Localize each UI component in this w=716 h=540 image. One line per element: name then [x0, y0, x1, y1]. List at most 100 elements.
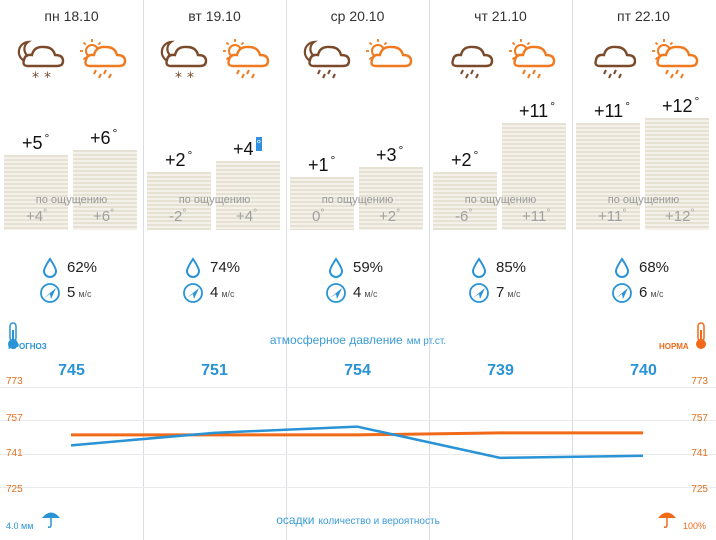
svg-text:*: *: [44, 70, 51, 86]
day-label: ср 20.10: [330, 8, 385, 24]
wind-row: 6 м/с: [572, 282, 715, 304]
sun-cloud-rain-icon: [219, 36, 271, 86]
pressure-section-title: атмосферное давление мм рт.ст.: [269, 333, 447, 347]
day-column-background: [143, 0, 286, 540]
umbrella-icon-orange: [658, 512, 676, 528]
night-temp: +11 °: [594, 99, 631, 121]
wind-direction-icon: [325, 282, 346, 304]
day-column[interactable]: ср 20.10 +1 ° +3 ° по ощущению 0° +2° 59% …: [286, 0, 429, 540]
night-temp: +5 °: [22, 131, 50, 153]
temperature-bars: +2 ° +4 ° по ощущению -2° +4°: [143, 100, 286, 230]
legend-norm: НОРМА: [659, 342, 689, 351]
day-column[interactable]: пт 22.10 +11 ° +12 ° по ощущению +11° +12°…: [572, 0, 715, 540]
night-temp-bar: [147, 172, 211, 230]
day-feels-like: +12°: [665, 208, 695, 225]
droplet-icon: [326, 257, 346, 279]
grid-line: [0, 454, 716, 455]
sun-cloud-rain-icon: [648, 36, 700, 86]
legend-forecast: ПРОГНОЗ: [8, 342, 47, 351]
day-temp-bar: [216, 161, 280, 230]
svg-text:*: *: [175, 70, 182, 86]
temperature-bars: +1 ° +3 ° по ощущению 0° +2°: [286, 100, 429, 230]
day-column[interactable]: чт 21.10 +2 ° +11 ° по ощущению -6° +11° 8…: [429, 0, 572, 540]
day-column-background: [286, 0, 429, 540]
wind-direction-icon: [39, 282, 60, 304]
humidity-row: 74%: [143, 257, 286, 279]
night-temp-bar: [433, 172, 497, 230]
axis-tick-right: 757: [691, 413, 708, 424]
grid-line: [0, 487, 716, 488]
night-feels-like: +11°: [598, 208, 627, 225]
droplet-icon: [612, 257, 632, 279]
thermometer-icon-orange: [696, 322, 706, 349]
selected-degree: °: [255, 137, 263, 151]
wind-value: 4 м/с: [353, 284, 378, 301]
temperature-bars: +5 ° +6 ° по ощущению +4° +6°: [0, 100, 143, 230]
wind-row: 5 м/с: [0, 282, 143, 304]
humidity-value: 74%: [210, 259, 241, 276]
humidity-row: 59%: [286, 257, 429, 279]
day-temp-bar: [645, 118, 709, 230]
day-temp-bar: [359, 167, 423, 230]
pressure-value: 751: [201, 362, 228, 379]
night-feels-like: -6°: [455, 208, 473, 225]
precip-probability: 100%: [683, 521, 707, 531]
feels-like-label: по ощущению: [178, 194, 251, 206]
day-temp-bar: [502, 123, 566, 230]
droplet-icon: [469, 257, 489, 279]
day-column-background: [429, 0, 572, 540]
pressure-value: 754: [344, 362, 371, 379]
humidity-row: 85%: [429, 257, 572, 279]
night-temp: +2 °: [165, 148, 193, 170]
feels-like-label: по ощущению: [321, 194, 394, 206]
weather-icons: [572, 36, 715, 86]
wind-direction-icon: [468, 282, 489, 304]
wind-value: 7 м/с: [496, 284, 521, 301]
day-temp: +12 °: [662, 94, 700, 116]
day-feels-like: +6°: [93, 208, 115, 225]
wind-direction-icon: [611, 282, 632, 304]
day-temp: +4 °: [233, 137, 263, 159]
pressure-value: 745: [58, 362, 85, 379]
humidity-value: 59%: [353, 259, 384, 276]
svg-text:*: *: [32, 70, 39, 86]
moon-cloud-snow-icon: * *: [157, 36, 209, 86]
day-label: чт 21.10: [474, 8, 527, 24]
pressure-value: 739: [487, 362, 514, 379]
night-temp: +1 °: [308, 153, 336, 175]
precip-section-title: осадки количество и вероятность: [276, 513, 440, 527]
forecast-pressure-line: [70, 425, 644, 460]
night-temp-bar: [4, 155, 68, 230]
axis-tick-right: 773: [691, 376, 708, 387]
cloud-rain-icon: [586, 36, 638, 86]
humidity-value: 68%: [639, 259, 670, 276]
wind-row: 7 м/с: [429, 282, 572, 304]
night-feels-like: +4°: [26, 208, 48, 225]
feels-like-label: по ощущению: [35, 194, 108, 206]
day-column[interactable]: пн 18.10 * * +5 ° +6 ° по ощущению +4° +6° …: [0, 0, 143, 540]
feels-like-label: по ощущению: [607, 194, 680, 206]
humidity-value: 62%: [67, 259, 98, 276]
wind-value: 6 м/с: [639, 284, 664, 301]
axis-tick-right: 725: [691, 484, 708, 495]
day-column[interactable]: вт 19.10 * * +2 ° +4 ° по ощущению -2° +4° …: [143, 0, 286, 540]
axis-tick-right: 741: [691, 448, 708, 459]
humidity-value: 85%: [496, 259, 527, 276]
axis-tick-left: 741: [6, 448, 23, 459]
day-temp-bar: [73, 150, 137, 230]
day-column-background: [572, 0, 715, 540]
thermometer-icon-blue: [8, 322, 18, 349]
weather-icons: [429, 36, 572, 86]
day-feels-like: +4°: [236, 208, 258, 225]
umbrella-icon-blue: [42, 512, 60, 528]
weather-icons: * *: [0, 36, 143, 86]
night-temp: +2 °: [451, 148, 479, 170]
day-label: вт 19.10: [188, 8, 241, 24]
humidity-row: 62%: [0, 257, 143, 279]
day-temp: +3 °: [376, 143, 404, 165]
night-temp-bar: [290, 177, 354, 230]
wind-value: 5 м/с: [67, 284, 92, 301]
droplet-icon: [40, 257, 60, 279]
pressure-value: 740: [630, 362, 657, 379]
